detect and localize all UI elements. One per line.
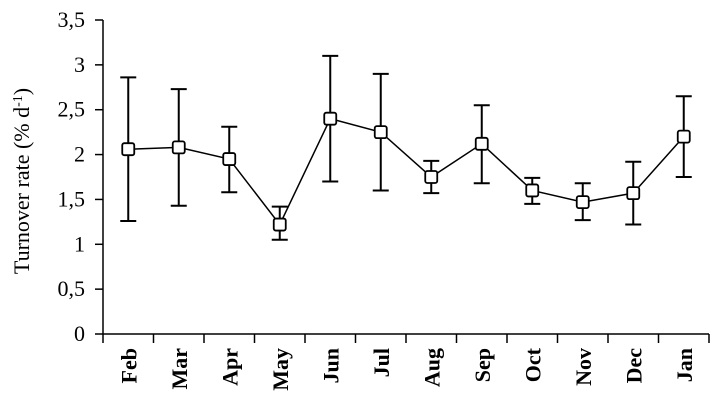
data-point-marker: [222, 152, 237, 166]
x-tick-label: Jun: [318, 348, 343, 383]
x-tick-label: Oct: [520, 347, 545, 382]
x-axis-ticks: Feb Mar Apr May Jun Jul Aug Sep Oct Nov Dec Jan: [102, 334, 710, 391]
x-tick-label: Dec: [621, 348, 646, 384]
x-tick-label: Sep: [470, 348, 495, 382]
data-point-marker: [424, 170, 439, 184]
x-tick-label: Apr: [217, 348, 242, 386]
data-point-marker: [474, 136, 489, 151]
data-point-marker: [323, 111, 338, 126]
y-tick-label: 1,5: [58, 186, 86, 211]
x-tick-label: Aug: [419, 348, 444, 387]
x-tick-label: May: [268, 348, 293, 391]
y-tick-label: 3: [74, 52, 85, 77]
data-point-marker: [272, 217, 287, 232]
y-tick-label: 0,5: [58, 276, 86, 301]
y-axis-title-superscript: -1: [11, 95, 26, 107]
x-tick-label: Jan: [672, 348, 697, 382]
data-point-marker: [171, 140, 186, 155]
x-tick-label: Feb: [116, 348, 141, 383]
y-axis-ticks: 0 0,5 1 1,5 2 2,5 3 3,5: [58, 7, 103, 346]
y-axis-title-main: Turnover rate (% d: [9, 107, 34, 274]
series-line: [128, 117, 685, 226]
y-tick-label: 2: [74, 142, 85, 167]
y-tick-label: 1: [74, 231, 85, 256]
y-axis-title-tail: ): [9, 88, 34, 95]
data-point-marker: [373, 125, 388, 140]
data-point-marker: [676, 129, 691, 144]
data-point-marker: [575, 195, 590, 210]
y-tick-label: 2,5: [58, 97, 86, 122]
data-point-marker: [525, 183, 540, 198]
data-point-marker: [626, 186, 641, 201]
y-tick-label: 3,5: [58, 7, 86, 32]
x-tick-label: Jul: [369, 348, 394, 377]
y-axis-title: Turnover rate (% d-1): [9, 88, 34, 274]
y-tick-label: 0: [74, 321, 85, 346]
data-point-marker: [121, 142, 136, 157]
x-tick-label: Mar: [167, 348, 192, 390]
x-tick-label: Nov: [571, 348, 596, 386]
plot-layer: [120, 54, 692, 241]
